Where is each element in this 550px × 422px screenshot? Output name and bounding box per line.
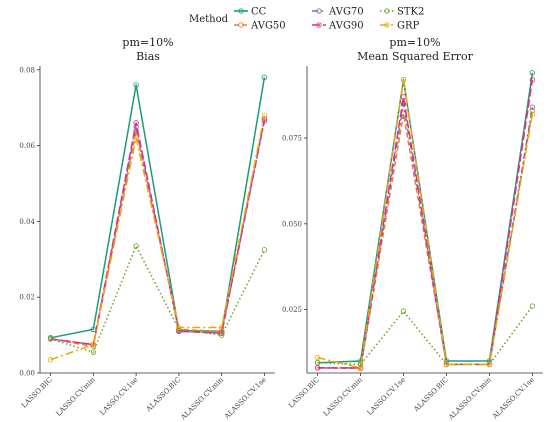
data-point-grp — [218, 324, 225, 331]
legend-label: AVG90 — [328, 21, 364, 32]
series-line-avg90 — [50, 118, 266, 346]
x-tick-label: ALASSO.CV.min — [179, 375, 226, 422]
legend-item-avg90: AVG90 — [312, 21, 364, 32]
data-point-stk2 — [218, 332, 225, 338]
series-line-stk2 — [50, 245, 266, 353]
legend-item-stk2: STK2 — [380, 7, 424, 18]
y-tick-label: 0.02 — [19, 294, 35, 302]
data-point-stk2 — [400, 308, 407, 314]
x-tick-label: ALASSO.CV.min — [446, 375, 493, 422]
legend-marker — [238, 22, 244, 28]
data-point-stk2 — [529, 303, 536, 309]
data-point-grp — [529, 111, 536, 117]
x-tick-label: ALASSO.BIC — [412, 376, 450, 414]
data-point-grp — [357, 365, 364, 371]
legend-marker — [238, 8, 244, 14]
y-tick-label: 0.025 — [282, 306, 302, 314]
x-tick-label: LASSO.BIC — [287, 376, 321, 410]
data-point-grp — [176, 324, 182, 331]
x-tick-label: LASSO.BIC — [20, 376, 54, 410]
data-point-avg90 — [529, 77, 536, 83]
data-point-cc — [133, 82, 139, 88]
data-point-avg90 — [133, 120, 139, 126]
y-tick-label: 0.075 — [282, 135, 302, 143]
x-tick-label: ALASSO.BIC — [144, 376, 182, 414]
y-tick-label: 0.00 — [19, 370, 35, 378]
mse-panel-title: pm=10% — [389, 36, 440, 49]
series-line-avg50 — [317, 110, 534, 370]
data-point-stk2 — [90, 349, 97, 355]
series-line-stk2 — [317, 305, 534, 366]
legend-item-avg70: AVG70 — [312, 7, 364, 18]
legend: Method CC AVG50 AVG70 AVG90 STK2 GRP — [189, 7, 424, 32]
legend-marker — [316, 22, 322, 28]
x-tick-label: LASSO.CV.min — [55, 375, 97, 417]
data-point-grp — [90, 341, 97, 348]
legend-label: GRP — [397, 21, 420, 32]
series-line-avg70 — [317, 102, 534, 369]
data-point-grp — [47, 357, 54, 363]
y-tick-label: 0.050 — [282, 220, 302, 228]
x-tick-label: ALASSO.CV.1se — [222, 376, 268, 422]
legend-marker — [384, 22, 390, 28]
legend-item-avg50: AVG50 — [234, 21, 286, 32]
bias-panel-title: pm=10% — [122, 36, 173, 49]
x-tick-label: ALASSO.CV.1se — [490, 376, 536, 422]
bias-panel-subtitle: Bias — [136, 50, 160, 63]
legend-label: CC — [251, 7, 267, 18]
legend-marker — [384, 8, 390, 14]
data-point-grp — [486, 361, 493, 368]
legend-marker — [316, 8, 322, 14]
data-point-stk2 — [133, 243, 139, 249]
legend-label: AVG70 — [328, 7, 364, 18]
data-point-stk2 — [357, 361, 364, 368]
data-point-avg90 — [314, 365, 321, 371]
data-point-grp — [314, 354, 321, 361]
data-point-stk2 — [314, 360, 321, 366]
legend-item-grp: GRP — [380, 21, 420, 32]
data-point-cc — [529, 70, 536, 76]
x-tick-label: LASSO.CV.1se — [366, 376, 407, 417]
bias-panel: pm=10% Bias 0.00 0.02 0.04 0.06 0.08 LASSO.BI… — [19, 36, 275, 422]
legend-item-cc: CC — [234, 7, 267, 18]
y-tick-label: 0.04 — [19, 218, 35, 226]
data-point-grp — [443, 361, 450, 368]
mse-panel: pm=10% Mean Squared Error 0.025 0.050 0.07… — [282, 36, 543, 422]
legend-label: STK2 — [397, 7, 424, 18]
mse-panel-subtitle: Mean Squared Error — [357, 50, 474, 63]
legend-title: Method — [189, 14, 229, 25]
x-tick-label: LASSO.CV.min — [322, 375, 364, 417]
data-point-cc — [261, 74, 268, 81]
y-tick-label: 0.06 — [19, 142, 35, 150]
data-point-stk2 — [261, 247, 268, 253]
data-point-avg70 — [529, 104, 536, 110]
data-point-stk2 — [47, 336, 54, 342]
legend-label: AVG50 — [250, 21, 286, 32]
x-tick-label: LASSO.CV.1se — [98, 376, 139, 417]
series-line-grp — [50, 115, 266, 361]
data-point-grp — [261, 112, 268, 118]
series-line-avg90 — [317, 79, 534, 369]
data-point-grp — [400, 77, 407, 83]
data-point-grp — [133, 135, 139, 141]
series-line-cc — [50, 77, 266, 339]
y-tick-label: 0.08 — [19, 66, 35, 74]
series-line-grp — [317, 78, 534, 369]
